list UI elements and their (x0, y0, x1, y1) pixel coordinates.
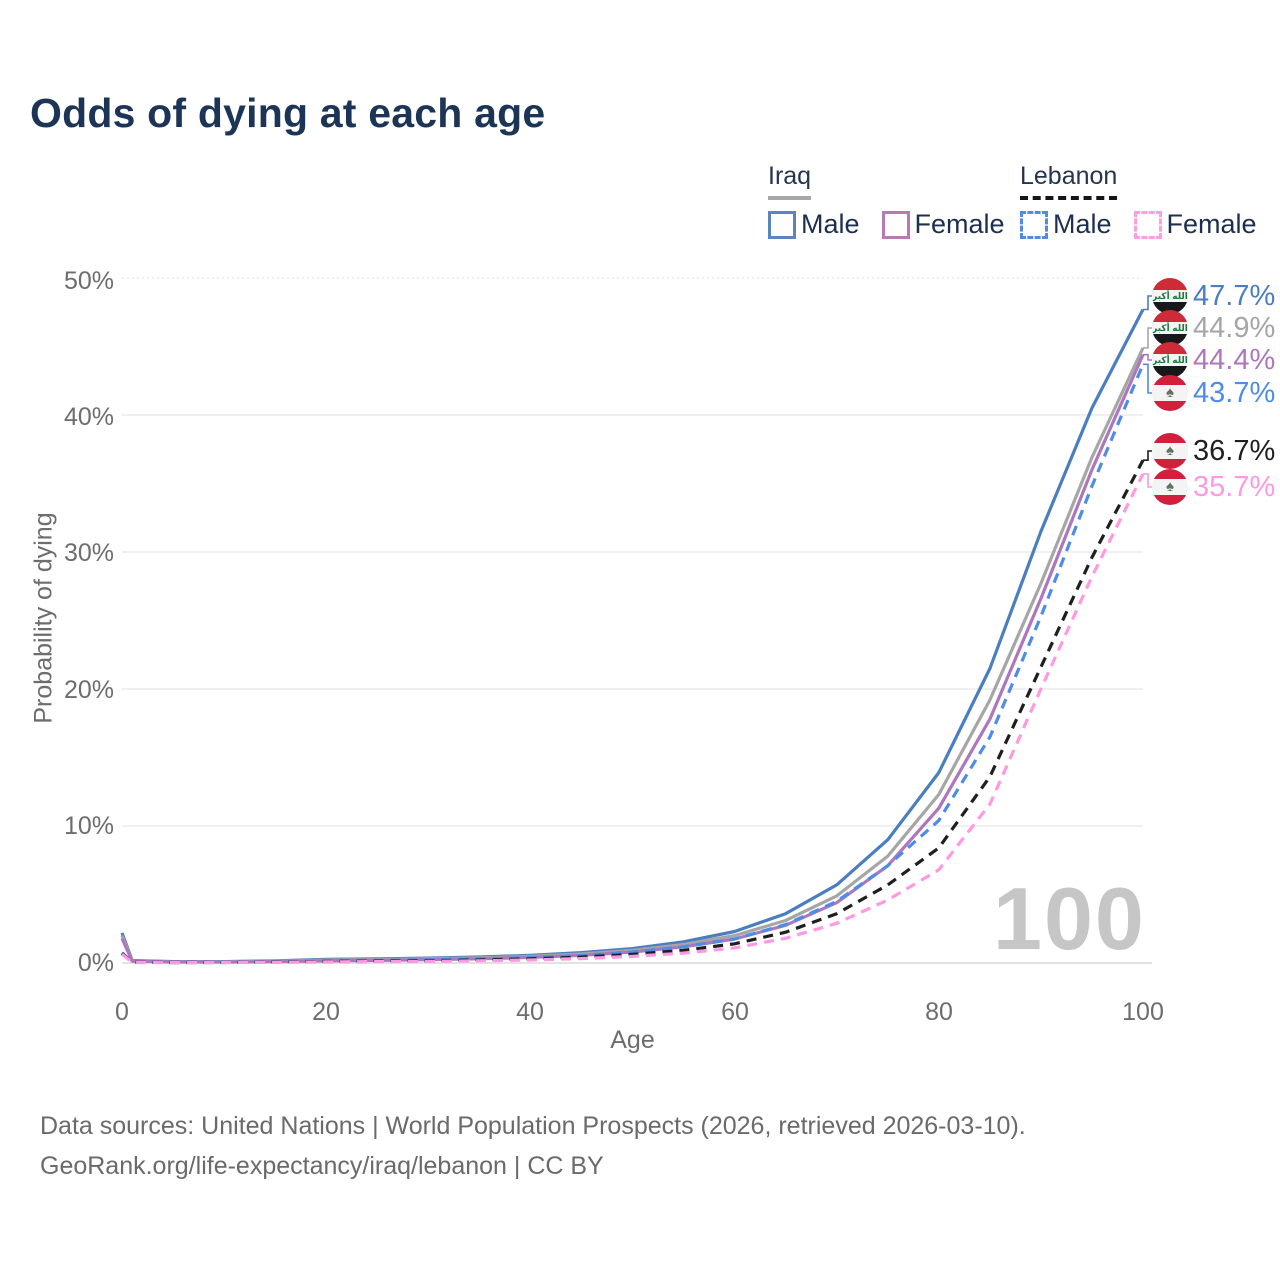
legend-country-iraq: Iraq (768, 162, 812, 200)
x-tick-80: 80 (925, 998, 953, 1026)
lebanon-flag-icon: ♠ (1152, 469, 1188, 505)
y-tick-50: 50% (63, 267, 114, 295)
end-label-lebanon-male: ♠ 43.7% (1152, 375, 1275, 411)
data-sources-line1: Data sources: United Nations | World Pop… (40, 1112, 1026, 1140)
end-value: 35.7% (1193, 470, 1276, 503)
end-label-iraq-male: الله أكبر 47.7% (1152, 278, 1275, 314)
y-tick-0: 0% (77, 949, 114, 977)
y-tick-30: 30% (63, 539, 114, 567)
lebanon-female-swatch-icon[interactable] (1133, 210, 1162, 239)
y-tick-40: 40% (63, 403, 114, 431)
end-value: 36.7% (1193, 434, 1276, 467)
x-tick-60: 60 (721, 998, 749, 1026)
legend-item-iraq-male[interactable]: Male (768, 209, 860, 240)
iraq-male-swatch-icon[interactable] (768, 210, 796, 239)
x-tick-100: 100 (1122, 998, 1164, 1026)
legend-group-iraq: Iraq Male Female (768, 162, 1027, 240)
age-watermark: 100 (993, 869, 1146, 968)
data-sources: Data sources: United Nations | World Pop… (40, 1106, 1026, 1186)
legend-label: Male (801, 209, 860, 239)
end-label-iraq-both: الله أكبر 44.9% (1152, 310, 1275, 346)
legend-item-iraq-female[interactable]: Female (881, 209, 1005, 240)
x-tick-0: 0 (115, 998, 129, 1026)
iraq-flag-icon: الله أكبر (1152, 310, 1188, 346)
iraq-female-swatch-icon[interactable] (881, 210, 910, 239)
legend-label: Male (1053, 209, 1112, 239)
legend-label: Female (914, 209, 1005, 239)
end-label-lebanon-both: ♠ 36.7% (1152, 433, 1275, 469)
legend-item-lebanon-female[interactable]: Female (1133, 209, 1257, 240)
end-value: 44.9% (1193, 311, 1276, 344)
end-value: 47.7% (1193, 279, 1276, 312)
end-label-iraq-female: الله أكبر 44.4% (1152, 342, 1275, 378)
iraq-flag-icon: الله أكبر (1152, 278, 1188, 314)
iraq-flag-icon: الله أكبر (1152, 342, 1188, 378)
legend-label: Female (1166, 209, 1257, 239)
lebanon-flag-icon: ♠ (1152, 433, 1188, 469)
legend-country-lebanon: Lebanon (1020, 162, 1118, 200)
legend-item-lebanon-male[interactable]: Male (1020, 209, 1112, 240)
lebanon-male-swatch-icon[interactable] (1020, 210, 1048, 239)
data-sources-line2: GeoRank.org/life-expectancy/iraq/lebanon… (40, 1152, 604, 1180)
legend-group-lebanon: Lebanon Male Female (1020, 162, 1279, 240)
x-axis-title: Age (610, 1026, 655, 1054)
lebanon-flag-icon: ♠ (1152, 375, 1188, 411)
x-tick-20: 20 (312, 998, 340, 1026)
end-value: 43.7% (1193, 376, 1276, 409)
y-tick-10: 10% (63, 812, 114, 840)
y-tick-20: 20% (63, 676, 114, 704)
end-value: 44.4% (1193, 343, 1276, 376)
end-label-lebanon-female: ♠ 35.7% (1152, 469, 1275, 505)
page-title: Odds of dying at each age (30, 90, 546, 136)
x-tick-40: 40 (516, 998, 544, 1026)
